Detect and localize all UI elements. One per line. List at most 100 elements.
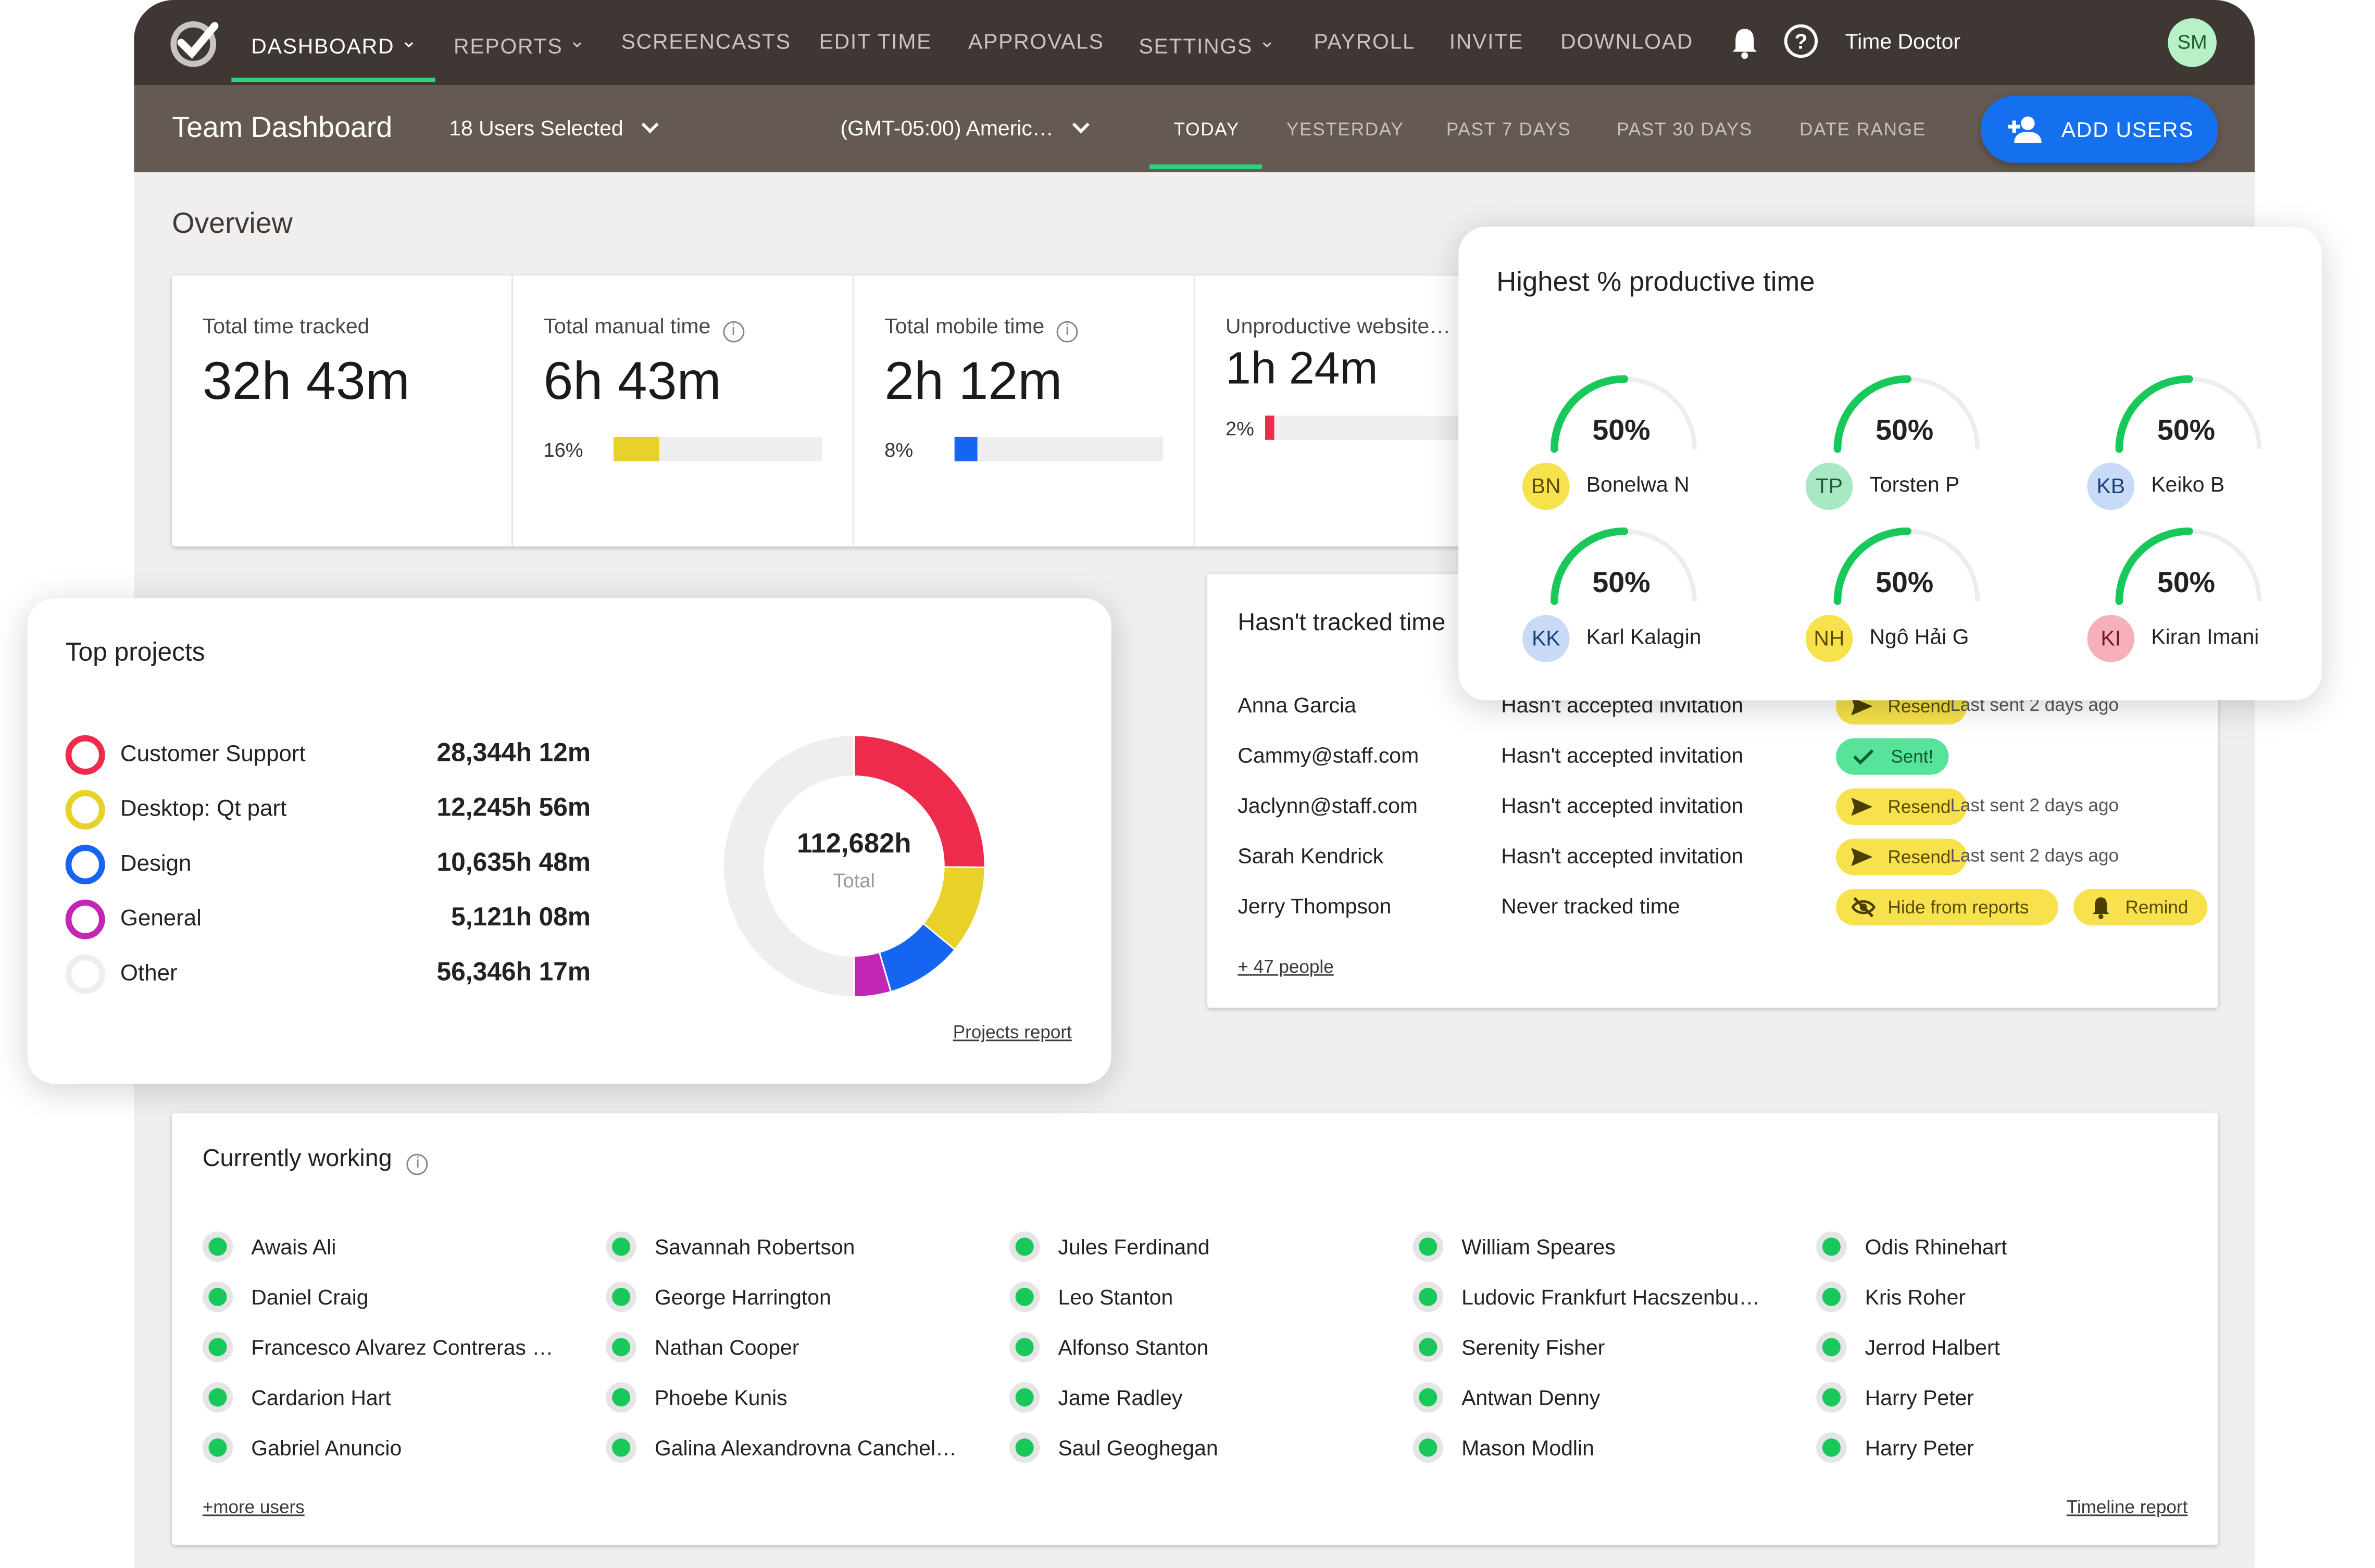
not-tracked-row: Jerry Thompson Never tracked time Hide fro…: [1238, 889, 2212, 926]
project-row[interactable]: Other 56,346h 17m: [65, 954, 591, 994]
last-sent-text: Last sent 2 days ago: [1950, 845, 2119, 867]
user-name[interactable]: Anna Garcia: [1238, 692, 1356, 717]
user-name[interactable]: Sarah Kendrick: [1238, 843, 1384, 868]
info-icon[interactable]: i: [407, 1153, 429, 1175]
working-user[interactable]: Serenity Fisher: [1412, 1331, 1779, 1364]
add-users-button[interactable]: ADD USERS: [1980, 96, 2218, 163]
projects-report-link[interactable]: Projects report: [953, 1021, 1072, 1043]
user-name[interactable]: Jaclynn@staff.com: [1238, 793, 1418, 818]
resend-button[interactable]: Resend: [1836, 838, 1967, 875]
tab-yesterday[interactable]: YESTERDAY: [1286, 118, 1404, 140]
nav-dashboard[interactable]: DASHBOARD ⌄: [251, 29, 418, 58]
nav-approvals[interactable]: APPROVALS: [968, 29, 1104, 54]
nav-invite[interactable]: INVITE: [1449, 29, 1523, 54]
nav-payroll[interactable]: PAYROLL: [1314, 29, 1416, 54]
working-user[interactable]: Ludovic Frankfurt Hacszenbu…: [1412, 1280, 1779, 1313]
tracking-status: Hasn't accepted invitation: [1501, 793, 1744, 818]
user-name: Cardarion Hart: [251, 1385, 391, 1410]
more-people-link[interactable]: + 47 people: [1238, 956, 1334, 977]
person-name[interactable]: Ngô Hải G: [1869, 624, 1969, 649]
nav-edit-time[interactable]: EDIT TIME: [819, 29, 932, 54]
working-user[interactable]: William Speares: [1412, 1230, 1779, 1263]
working-user[interactable]: Harry Peter: [1816, 1381, 2182, 1414]
person-name[interactable]: Keiko B: [2151, 472, 2225, 496]
online-status-icon: [202, 1332, 233, 1363]
working-user[interactable]: Antwan Denny: [1412, 1381, 1779, 1414]
remind-button[interactable]: Remind: [2073, 889, 2208, 926]
project-row[interactable]: Design 10,635h 48m: [65, 845, 591, 885]
donut-slice-customer-support[interactable]: [853, 734, 986, 869]
timezone-selector[interactable]: (GMT-05:00) Americ…: [840, 116, 1090, 140]
nav-label: SETTINGS: [1139, 33, 1253, 58]
avatar: NH: [1805, 614, 1853, 662]
project-row[interactable]: General 5,121h 08m: [65, 899, 591, 939]
working-user[interactable]: Jerrod Halbert: [1816, 1331, 2182, 1364]
user-name: Savannah Robertson: [654, 1234, 855, 1259]
online-status-icon: [606, 1282, 636, 1312]
user-name: Nathan Cooper: [654, 1335, 799, 1360]
tab-today[interactable]: TODAY: [1173, 118, 1240, 140]
nav-reports[interactable]: REPORTS ⌄: [454, 29, 586, 58]
tab-past-30-days[interactable]: PAST 30 DAYS: [1617, 118, 1753, 140]
working-user[interactable]: Galina Alexandrovna Canchel…: [606, 1431, 971, 1464]
sub-header: Team Dashboard 18 Users Selected (GMT-05…: [134, 85, 2255, 172]
avatar[interactable]: SM: [2168, 18, 2217, 67]
working-user[interactable]: Mason Modlin: [1412, 1431, 1779, 1464]
bell-icon[interactable]: [1730, 26, 1760, 59]
working-user[interactable]: Saul Geoghegan: [1009, 1431, 1375, 1464]
person-name[interactable]: Karl Kalagin: [1586, 624, 1702, 649]
org-name[interactable]: Time Doctor: [1845, 29, 1961, 54]
person-name[interactable]: Torsten P: [1869, 472, 1960, 496]
online-status-icon: [1816, 1382, 1847, 1413]
tab-past-7-days[interactable]: PAST 7 DAYS: [1446, 118, 1571, 140]
project-name: Desktop: Qt part: [120, 796, 287, 822]
timeline-report-link[interactable]: Timeline report: [2066, 1496, 2188, 1518]
nav-download[interactable]: DOWNLOAD: [1560, 29, 1693, 54]
users-selector[interactable]: 18 Users Selected: [449, 116, 659, 140]
tab-date-range[interactable]: DATE RANGE: [1799, 118, 1926, 140]
nav-settings[interactable]: SETTINGS ⌄: [1139, 29, 1276, 58]
stat-label-text: Total mobile time: [884, 313, 1045, 338]
working-user[interactable]: Savannah Robertson: [606, 1230, 971, 1263]
working-user[interactable]: Jules Ferdinand: [1009, 1230, 1375, 1263]
person-name[interactable]: Kiran Imani: [2151, 624, 2259, 649]
working-user[interactable]: Nathan Cooper: [606, 1331, 971, 1364]
project-row[interactable]: Desktop: Qt part 12,245h 56m: [65, 790, 591, 830]
project-color-ring: [65, 899, 105, 939]
working-user[interactable]: Kris Roher: [1816, 1280, 2182, 1313]
sent-button[interactable]: Sent!: [1836, 738, 1949, 775]
user-name[interactable]: Cammy@staff.com: [1238, 743, 1419, 768]
working-user[interactable]: Harry Peter: [1816, 1431, 2182, 1464]
not-tracked-row: Cammy@staff.com Hasn't accepted invitatio…: [1238, 738, 2212, 775]
nav-screencasts[interactable]: SCREENCASTS: [621, 29, 791, 54]
working-user[interactable]: George Harrington: [606, 1280, 971, 1313]
resend-button[interactable]: Resend: [1836, 788, 1967, 825]
working-user[interactable]: Alfonso Stanton: [1009, 1331, 1375, 1364]
more-users-link[interactable]: +more users: [202, 1496, 305, 1518]
chevron-down-icon: ⌄: [1258, 29, 1277, 52]
logo-icon[interactable]: [168, 17, 219, 68]
project-name: Other: [120, 960, 178, 987]
working-user[interactable]: Awais Ali: [202, 1230, 568, 1263]
stat-tile: Total time tracked 32h 43m: [172, 275, 514, 547]
hide-button[interactable]: Hide from reports: [1836, 889, 2058, 926]
working-user[interactable]: Francesco Alvarez Contreras …: [202, 1331, 568, 1364]
working-user[interactable]: Cardarion Hart: [202, 1381, 568, 1414]
project-row[interactable]: Customer Support 28,344h 12m: [65, 735, 591, 775]
person-name[interactable]: Bonelwa N: [1586, 472, 1690, 496]
working-user[interactable]: Phoebe Kunis: [606, 1381, 971, 1414]
donut-total-label: Total: [833, 869, 875, 892]
info-icon[interactable]: i: [722, 321, 744, 343]
help-icon[interactable]: ?: [1784, 24, 1818, 58]
working-user[interactable]: Leo Stanton: [1009, 1280, 1375, 1313]
working-user[interactable]: Odis Rhinehart: [1816, 1230, 2182, 1263]
working-user[interactable]: Jame Radley: [1009, 1381, 1375, 1414]
donut-slice-other[interactable]: [722, 734, 855, 998]
working-user[interactable]: Daniel Craig: [202, 1280, 568, 1313]
info-icon[interactable]: i: [1056, 321, 1078, 343]
user-name[interactable]: Jerry Thompson: [1238, 893, 1392, 918]
last-sent-text: Last sent 2 days ago: [1950, 794, 2119, 816]
send-icon: [1851, 697, 1873, 716]
working-user[interactable]: Gabriel Anuncio: [202, 1431, 568, 1464]
projects-donut-chart: [722, 734, 986, 998]
